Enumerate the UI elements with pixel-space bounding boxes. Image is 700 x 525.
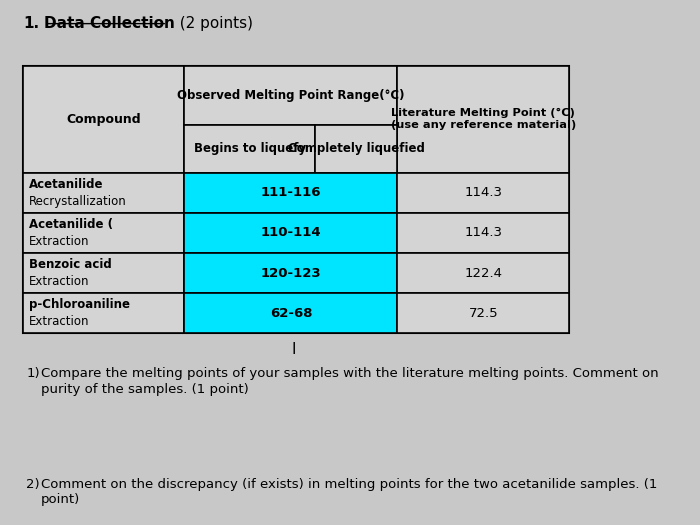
Bar [24,213,185,253]
Text: 2): 2) [27,478,40,491]
Text: Recrystallization: Recrystallization [29,195,127,208]
Text: Begins to liquefy: Begins to liquefy [194,142,306,155]
Text: Extraction: Extraction [29,316,90,328]
Bar [398,173,569,213]
Text: Extraction: Extraction [29,275,90,288]
Bar [316,124,398,173]
Text: Acetanilide: Acetanilide [29,178,104,191]
Text: 72.5: 72.5 [468,307,498,320]
Text: 120-123: 120-123 [260,267,321,280]
Text: p-Chloroaniline: p-Chloroaniline [29,298,130,311]
Bar [398,253,569,293]
Text: Benzoic acid: Benzoic acid [29,258,112,271]
Bar [398,213,569,253]
Bar [398,66,569,173]
Bar [24,173,185,213]
Text: 114.3: 114.3 [464,186,503,200]
Text: 114.3: 114.3 [464,226,503,239]
Text: 1): 1) [27,368,40,381]
Text: 122.4: 122.4 [464,267,503,280]
Text: (2 points): (2 points) [170,16,253,31]
Text: Compound: Compound [66,113,141,125]
Text: I: I [291,342,295,356]
Bar [398,293,569,333]
Text: 1.: 1. [24,16,40,31]
Text: Acetanilide (: Acetanilide ( [29,218,113,231]
Bar [185,124,316,173]
Text: 62-68: 62-68 [270,307,312,320]
Bar [185,253,398,293]
Text: Comment on the discrepancy (if exists) in melting points for the two acetanilide: Comment on the discrepancy (if exists) i… [41,478,657,506]
Text: 111-116: 111-116 [260,186,321,200]
Text: Extraction: Extraction [29,235,90,248]
Bar [24,293,185,333]
Bar [185,66,398,124]
Text: Data Collection: Data Collection [44,16,175,31]
Bar [24,253,185,293]
Bar [24,66,569,333]
Text: Completely liquefied: Completely liquefied [288,142,425,155]
Bar [185,213,398,253]
Text: Compare the melting points of your samples with the literature melting points. C: Compare the melting points of your sampl… [41,368,659,395]
Text: 110-114: 110-114 [260,226,321,239]
Bar [24,66,185,173]
Text: Observed Melting Point Range(°C): Observed Melting Point Range(°C) [177,89,405,101]
Text: Literature Melting Point (°C)
(use any reference material): Literature Melting Point (°C) (use any r… [391,108,576,130]
Bar [185,293,398,333]
Bar [185,173,398,213]
